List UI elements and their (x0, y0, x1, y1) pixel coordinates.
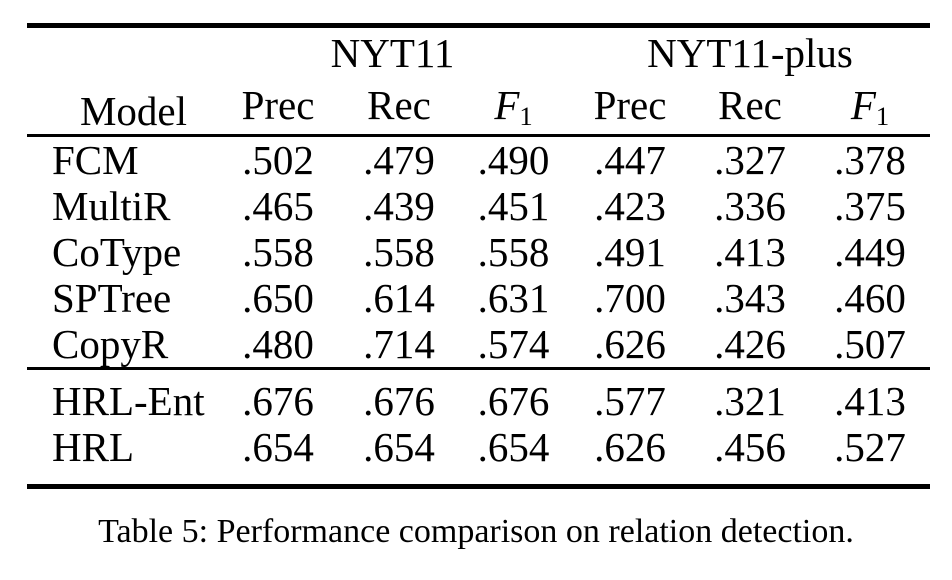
metric-value-cell: .321 (714, 377, 786, 424)
f1-letter: F (494, 81, 520, 128)
model-name-cell: MultiR (52, 182, 171, 229)
metric-value-cell: .343 (714, 274, 786, 321)
table-row: CoType .558 .558 .558 .491 .413 .449 (27, 229, 930, 275)
metric-value-cell: .700 (594, 274, 666, 321)
metric-value-cell: .439 (363, 182, 435, 229)
f1-subscript: 1 (519, 101, 533, 132)
metric-value-cell: .676 (477, 377, 550, 424)
metric-value-cell: .502 (242, 136, 314, 183)
metric-value-cell: .614 (363, 274, 435, 321)
metric-value-cell: .654 (242, 423, 314, 470)
metric-value-cell: .558 (477, 228, 550, 275)
metric-value-cell: .527 (834, 423, 906, 470)
model-name-cell: CoType (52, 228, 182, 275)
results-table: Model NYT11 NYT11-plus Prec Rec F1 Prec … (27, 23, 931, 489)
metric-value-cell: .676 (242, 377, 314, 424)
f1-letter: F (850, 81, 876, 128)
metric-value-cell: .465 (242, 182, 314, 229)
model-name-cell: FCM (52, 136, 139, 183)
metric-value-cell: .423 (594, 182, 666, 229)
metric-value-cell: .631 (477, 274, 550, 321)
metric-value-cell: .480 (242, 320, 314, 367)
metric-value-cell: .456 (714, 423, 786, 470)
metric-value-cell: .336 (714, 182, 786, 229)
metric-value-cell: .490 (477, 136, 550, 183)
metric-value-cell: .378 (834, 136, 906, 183)
metric-value-cell: .574 (477, 320, 550, 367)
table-caption: Table 5: Performance comparison on relat… (98, 513, 854, 550)
table-section-baselines: FCM .502 .479 .490 .447 .327 .378 MultiR .465 .43… (27, 136, 930, 369)
metric-value-cell: .491 (594, 228, 666, 275)
table-section-hrl: HRL-Ent .676 .676 .676 .577 .321 .413 HRL .654 .6… (27, 368, 931, 487)
col-header-nyt11-prec: Prec (241, 81, 315, 128)
metric-value-cell: .460 (834, 274, 906, 321)
metric-value-cell: .507 (834, 320, 906, 367)
metric-value-cell: .654 (363, 423, 435, 470)
group-header-nyt11-plus: NYT11-plus (647, 30, 853, 76)
metric-value-cell: .413 (714, 228, 786, 275)
table-row: HRL-Ent .676 .676 .676 .577 .321 .413 (27, 369, 930, 425)
col-header-plus-prec: Prec (593, 81, 667, 128)
metric-value-cell: .650 (242, 274, 314, 321)
metric-value-cell: .626 (594, 423, 666, 470)
metric-value-cell: .449 (834, 228, 906, 275)
metric-value-cell: .479 (363, 136, 435, 183)
metric-value-cell: .447 (594, 136, 666, 183)
subheader-row: Prec Rec F1 Prec Rec F1 (27, 76, 930, 136)
model-name-cell: SPTree (52, 274, 172, 321)
group-header-row: Model NYT11 NYT11-plus (27, 26, 930, 132)
col-header-nyt11-f1: F1 (457, 76, 570, 136)
table-row: MultiR .465 .439 .451 .423 .336 .375 (27, 183, 930, 229)
col-header-nyt11-rec: Rec (367, 81, 431, 128)
col-header-plus-rec: Rec (718, 81, 782, 128)
group-header-nyt11: NYT11 (330, 30, 455, 76)
metric-value-cell: .558 (242, 228, 314, 275)
metric-value-cell: .577 (594, 377, 666, 424)
metric-value-cell: .413 (834, 377, 906, 424)
metric-value-cell: .451 (477, 182, 550, 229)
model-column-header: Model (79, 88, 188, 134)
f1-subscript: 1 (875, 101, 890, 132)
metric-value-cell: .626 (594, 320, 666, 367)
model-name-cell: CopyR (52, 320, 169, 367)
table-row: FCM .502 .479 .490 .447 .327 .378 (27, 136, 930, 184)
metric-value-cell: .426 (714, 320, 786, 367)
table-header: Model NYT11 NYT11-plus Prec Rec F1 Prec … (27, 26, 931, 136)
metric-value-cell: .327 (714, 136, 786, 183)
metric-value-cell: .558 (363, 228, 435, 275)
metric-value-cell: .714 (363, 320, 435, 367)
table-row: CopyR .480 .714 .574 .626 .426 .507 (27, 321, 930, 369)
metric-value-cell: .676 (363, 377, 435, 424)
metric-value-cell: .654 (477, 423, 550, 470)
model-name-cell: HRL-Ent (52, 377, 205, 424)
model-name-cell: HRL (52, 423, 134, 470)
table-row: SPTree .650 .614 .631 .700 .343 .460 (27, 275, 930, 321)
table-row: HRL .654 .654 .654 .626 .456 .527 (27, 424, 930, 487)
col-header-plus-f1: F1 (810, 76, 930, 136)
metric-value-cell: .375 (834, 182, 906, 229)
